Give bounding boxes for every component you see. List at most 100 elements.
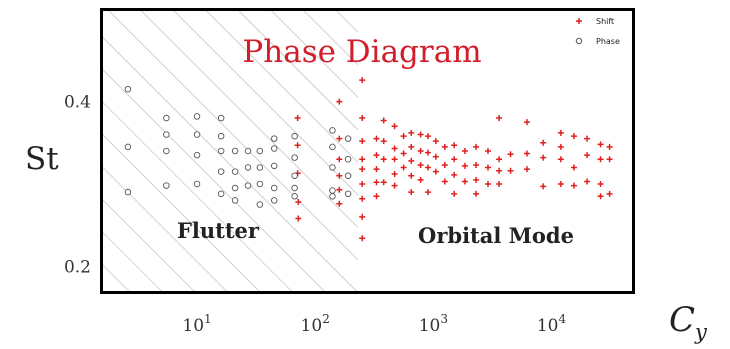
point-phase (163, 114, 170, 122)
point-shift (461, 162, 468, 169)
point-phase (291, 193, 298, 200)
point-phase (270, 135, 278, 142)
point-shift (424, 149, 431, 156)
data-points (124, 77, 613, 242)
point-phase (244, 147, 252, 155)
point-phase (329, 187, 336, 194)
point-phase (244, 182, 252, 189)
point-shift (496, 167, 503, 174)
point-shift (359, 138, 366, 145)
point-phase (291, 132, 298, 140)
x-axis-ticks: 101 102 103 104 (182, 312, 566, 336)
point-phase (124, 188, 132, 196)
point-shift (408, 189, 415, 196)
legend-item-shift: Shift (576, 17, 614, 26)
point-shift (473, 190, 480, 197)
point-shift (294, 115, 301, 122)
series-shift (294, 77, 613, 242)
point-shift (336, 172, 343, 179)
point-phase (193, 131, 201, 138)
point-shift (359, 180, 366, 187)
point-phase (217, 190, 225, 198)
y-tick-label: 0.4 (64, 93, 91, 113)
point-shift (451, 171, 458, 178)
legend-label-phase: Phase (596, 37, 620, 46)
x-axis-title-base: C (669, 300, 695, 340)
point-phase (217, 114, 225, 122)
point-shift (417, 131, 424, 138)
y-tick-label: 0.2 (64, 257, 91, 277)
point-shift (597, 193, 604, 200)
point-shift (432, 153, 439, 160)
point-phase (244, 164, 252, 171)
point-shift (597, 141, 604, 148)
point-shift (295, 199, 302, 206)
point-shift (336, 186, 343, 193)
point-phase (291, 172, 298, 179)
point-shift (408, 143, 415, 150)
point-shift (441, 178, 448, 185)
point-phase (329, 164, 336, 171)
point-shift (523, 119, 530, 126)
point-phase (291, 154, 298, 161)
point-phase (163, 147, 170, 155)
point-shift (484, 148, 491, 154)
point-shift (523, 166, 530, 173)
point-shift (400, 164, 407, 171)
point-phase (270, 184, 278, 192)
x-tick-label: 102 (301, 312, 330, 336)
point-shift (380, 179, 387, 186)
point-shift (597, 156, 604, 163)
region-label-orbital-mode: Orbital Mode (418, 223, 574, 248)
point-shift (295, 215, 302, 222)
point-shift (540, 183, 547, 190)
point-shift (359, 166, 366, 173)
point-shift (359, 156, 366, 163)
point-shift (473, 143, 480, 150)
point-shift (408, 172, 415, 179)
point-shift (570, 182, 577, 189)
point-phase (193, 113, 201, 120)
point-shift (570, 164, 577, 171)
point-shift (557, 143, 564, 150)
point-phase (217, 132, 225, 140)
x-tick-label: 101 (182, 312, 211, 336)
point-shift (400, 150, 407, 157)
point-shift (496, 180, 503, 187)
point-shift (441, 162, 448, 168)
point-phase (231, 184, 239, 192)
point-shift (359, 77, 366, 84)
point-shift (417, 176, 424, 183)
point-shift (540, 154, 547, 161)
point-shift (584, 135, 591, 142)
point-phase (231, 168, 239, 175)
point-shift (400, 133, 407, 140)
chart-title: Phase Diagram (242, 34, 481, 70)
legend-marker-shift (576, 18, 582, 24)
legend-marker-phase (575, 37, 583, 45)
legend: Shift Phase (575, 17, 620, 46)
point-shift (496, 115, 503, 122)
point-shift (380, 156, 387, 163)
point-shift (417, 162, 424, 168)
point-shift (461, 178, 468, 185)
point-shift (570, 133, 577, 140)
point-shift (451, 190, 458, 197)
point-phase (124, 85, 132, 93)
point-shift (336, 135, 343, 142)
point-shift (391, 145, 398, 152)
flutter-region-hatch (103, 11, 358, 291)
point-shift (373, 179, 380, 186)
point-phase (256, 147, 264, 155)
point-phase (329, 193, 336, 200)
region-label-flutter: Flutter (177, 218, 260, 243)
x-axis-title: Cy (669, 300, 708, 344)
point-shift (507, 167, 514, 174)
point-shift (373, 152, 380, 159)
point-shift (584, 152, 591, 159)
point-phase (124, 143, 132, 151)
point-phase (344, 190, 352, 198)
point-shift (391, 182, 398, 189)
point-phase (217, 168, 225, 175)
